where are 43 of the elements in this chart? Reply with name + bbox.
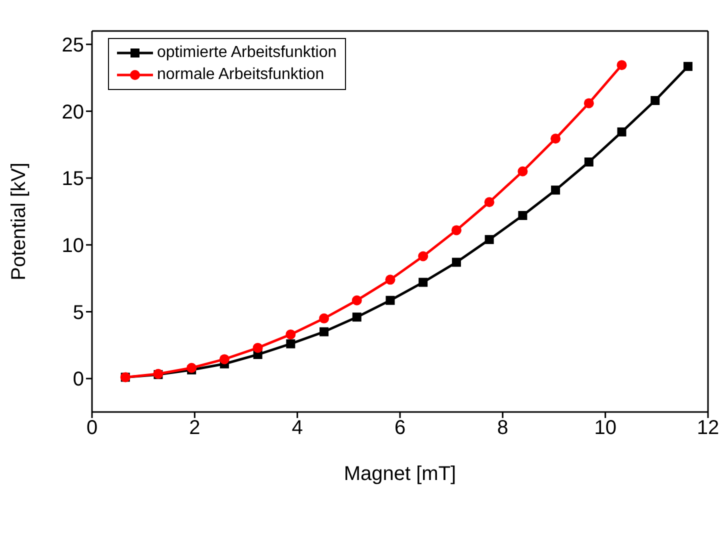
y-tick-label: 5: [72, 302, 84, 324]
x-axis-title: Magnet [mT]: [344, 463, 456, 485]
point: [650, 96, 660, 106]
y-tick-label: 15: [62, 168, 84, 190]
point: [518, 166, 528, 176]
legend-label: normale Arbeitsfunktion: [157, 66, 324, 84]
x-tick-label: 6: [394, 417, 406, 440]
point: [319, 313, 330, 324]
point: [385, 274, 396, 285]
x-tick-label: 8: [497, 417, 508, 440]
y-tick-label: 25: [62, 34, 84, 56]
x-tick-label: 12: [696, 417, 720, 440]
point: [418, 251, 428, 262]
point: [286, 339, 296, 348]
point: [352, 295, 362, 306]
legend-label: optimierte Arbeitsfunktion: [157, 44, 337, 62]
point: [484, 197, 494, 208]
point: [286, 329, 296, 340]
point: [452, 258, 461, 267]
point: [352, 312, 362, 322]
point: [186, 362, 197, 373]
point: [451, 225, 462, 236]
point: [484, 235, 494, 244]
point: [617, 127, 626, 136]
point: [219, 354, 230, 364]
point: [551, 186, 560, 195]
point: [683, 62, 692, 71]
y-tick-label: 0: [72, 368, 84, 391]
point: [320, 327, 329, 336]
y-tick-label: 10: [62, 234, 84, 257]
x-tick-label: 10: [594, 417, 616, 440]
point: [584, 158, 594, 167]
point: [616, 60, 627, 70]
y-axis-title: Potential [kV]: [8, 162, 30, 280]
point: [518, 210, 528, 220]
y-tick-label: 20: [62, 101, 84, 124]
x-tick-label: 4: [292, 417, 303, 440]
x-tick-label: 2: [189, 417, 200, 440]
point: [252, 342, 263, 353]
point: [418, 278, 428, 287]
point: [386, 296, 395, 305]
point: [550, 134, 561, 144]
point: [584, 98, 594, 108]
